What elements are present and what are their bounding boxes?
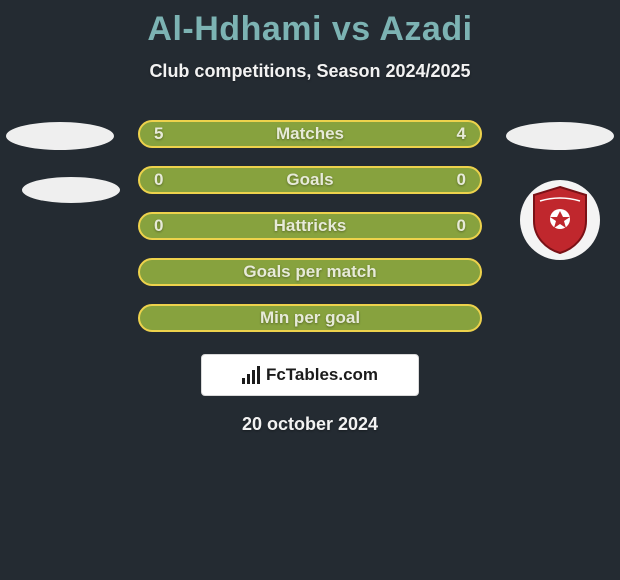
date-text: 20 october 2024 xyxy=(0,414,620,435)
stat-left-value: 5 xyxy=(154,124,163,144)
page-title: Al-Hdhami vs Azadi xyxy=(0,0,620,49)
stat-label: Goals per match xyxy=(243,262,376,282)
shield-icon xyxy=(530,185,590,255)
stat-row-goals-per-match: Goals per match xyxy=(138,258,482,286)
stat-row-hattricks: 0 Hattricks 0 xyxy=(138,212,482,240)
club-left-logo-placeholder xyxy=(22,177,120,203)
player-right-photo-placeholder xyxy=(506,122,614,150)
stat-left-value: 0 xyxy=(154,216,163,236)
stat-row-matches: 5 Matches 4 xyxy=(138,120,482,148)
stat-left-value: 0 xyxy=(154,170,163,190)
stat-label: Hattricks xyxy=(274,216,347,236)
page-subtitle: Club competitions, Season 2024/2025 xyxy=(0,61,620,82)
stat-label: Matches xyxy=(276,124,344,144)
club-right-logo xyxy=(520,180,600,260)
stat-right-value: 4 xyxy=(457,124,466,144)
stat-right-value: 0 xyxy=(457,216,466,236)
stats-panel: 5 Matches 4 0 Goals 0 0 Hattricks 0 Goal… xyxy=(138,120,482,332)
player-left-photo-placeholder xyxy=(6,122,114,150)
source-logo: FcTables.com xyxy=(201,354,419,396)
stat-label: Goals xyxy=(286,170,333,190)
stat-row-min-per-goal: Min per goal xyxy=(138,304,482,332)
card-container: Al-Hdhami vs Azadi Club competitions, Se… xyxy=(0,0,620,580)
stat-label: Min per goal xyxy=(260,308,360,328)
bar-chart-icon xyxy=(242,366,260,384)
stat-row-goals: 0 Goals 0 xyxy=(138,166,482,194)
source-logo-text: FcTables.com xyxy=(266,365,378,385)
stat-right-value: 0 xyxy=(457,170,466,190)
